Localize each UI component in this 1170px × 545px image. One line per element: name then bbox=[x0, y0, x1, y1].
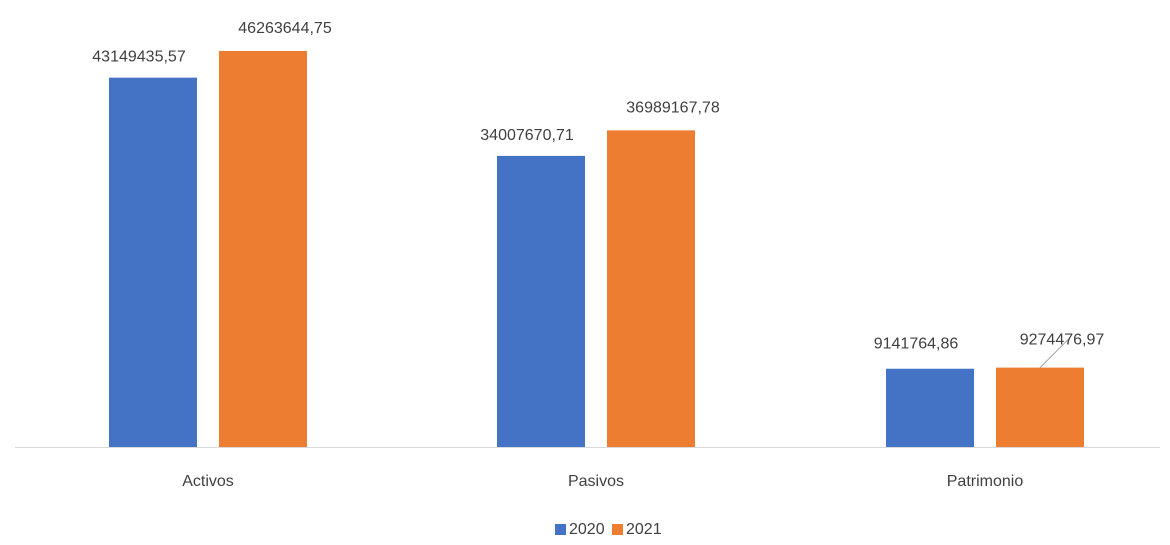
legend-label-2021: 2021 bbox=[626, 521, 662, 538]
data-label-activos-2020: 43149435,57 bbox=[92, 49, 186, 66]
bar-activos-2021 bbox=[219, 50, 307, 447]
bar-patrimonio-2021 bbox=[996, 367, 1084, 447]
category-labels: Activos Pasivos Patrimonio bbox=[182, 473, 1023, 490]
bar-activos-2020 bbox=[109, 77, 197, 447]
data-label-activos-2021: 46263644,75 bbox=[238, 20, 332, 37]
legend: 2020 2021 bbox=[555, 521, 662, 538]
category-label-pasivos: Pasivos bbox=[568, 473, 624, 490]
legend-label-2020: 2020 bbox=[569, 521, 605, 538]
category-label-activos: Activos bbox=[182, 473, 234, 490]
bars-layer bbox=[109, 50, 1084, 447]
data-label-patrimonio-2021: 9274476,97 bbox=[1020, 332, 1105, 349]
data-label-patrimonio-2020: 9141764,86 bbox=[874, 336, 959, 353]
bar-pasivos-2021 bbox=[607, 130, 695, 447]
bar-patrimonio-2020 bbox=[886, 368, 974, 447]
bar-pasivos-2020 bbox=[497, 155, 585, 447]
data-label-pasivos-2020: 34007670,71 bbox=[480, 127, 574, 144]
data-labels: 43149435,57 46263644,75 34007670,71 3698916… bbox=[92, 20, 1104, 368]
category-label-patrimonio: Patrimonio bbox=[947, 473, 1024, 490]
legend-swatch-2020 bbox=[555, 524, 566, 535]
legend-swatch-2021 bbox=[612, 524, 623, 535]
leader-line-patrimonio-2021 bbox=[1039, 337, 1071, 368]
data-label-pasivos-2021: 36989167,78 bbox=[626, 99, 720, 116]
